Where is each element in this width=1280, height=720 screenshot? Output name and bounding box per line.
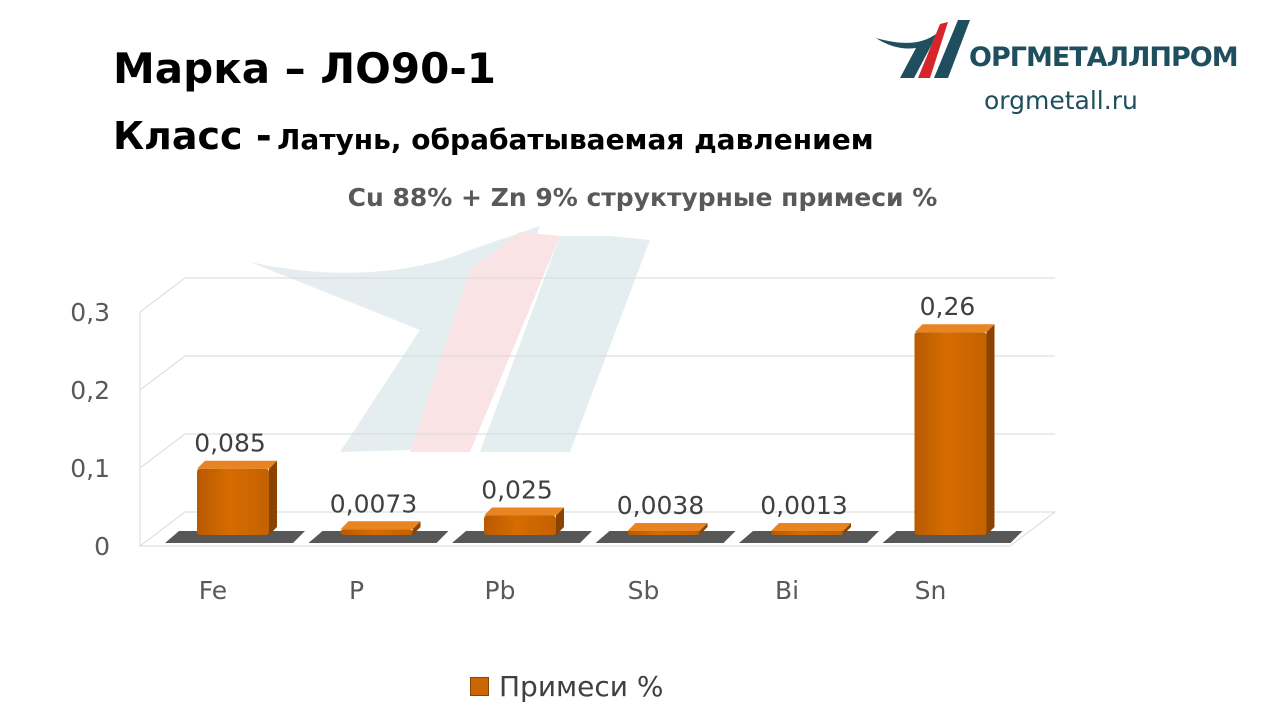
- bar-top: [484, 507, 564, 516]
- logo-url: orgmetall.ru: [984, 86, 1138, 115]
- legend-swatch: [470, 676, 489, 696]
- y-tick-label: 0: [94, 532, 110, 561]
- x-tick-label: Pb: [485, 576, 516, 605]
- bar-side: [986, 324, 995, 535]
- bar-front: [340, 529, 413, 535]
- bar-side: [412, 521, 421, 535]
- chart-title: Cu 88% + Zn 9% структурные примеси %: [347, 183, 938, 212]
- y-tick-label: 0,3: [70, 298, 110, 327]
- data-label: 0,0013: [760, 491, 847, 520]
- class-value: Латунь, обрабатываемая давлением: [277, 123, 874, 156]
- bar: [165, 460, 305, 543]
- bar-top: [340, 521, 421, 530]
- y-tick-label: 0,2: [70, 376, 110, 405]
- x-tick-label: Bi: [775, 576, 799, 605]
- logo-mark: [876, 20, 970, 78]
- bar-top: [627, 523, 708, 531]
- floor: [138, 511, 1057, 547]
- class-title: Класс - Латунь, обрабатываемая давлением: [113, 114, 874, 158]
- company-logo: ОРГМЕТАЛЛПРОМ orgmetall.ru: [874, 16, 1254, 120]
- grade-title: Марка – ЛО90-1: [113, 44, 496, 93]
- data-label: 0,0073: [330, 489, 417, 518]
- bar-front: [627, 531, 700, 535]
- bar-front: [197, 468, 269, 535]
- bar-front: [914, 332, 987, 535]
- data-label: 0,0038: [617, 491, 704, 520]
- logo-company-name: ОРГМЕТАЛЛПРОМ: [969, 42, 1239, 73]
- bar-side: [699, 523, 708, 535]
- bar: [452, 507, 592, 543]
- bar-side: [269, 460, 277, 535]
- data-label: 0,085: [194, 429, 266, 458]
- legend: Примеси %: [470, 668, 663, 704]
- x-tick-label: Sn: [915, 576, 947, 605]
- data-label: 0,025: [481, 476, 553, 505]
- gridline-diagonal: [139, 433, 186, 469]
- y-tick-label: 0,1: [70, 454, 110, 483]
- data-label: 0,26: [920, 292, 976, 321]
- bar-top: [197, 460, 277, 469]
- bar-top: [914, 324, 995, 333]
- bar: [308, 521, 449, 543]
- x-tick-label: Fe: [199, 576, 227, 605]
- watermark-logo: [250, 226, 650, 452]
- class-label: Класс -: [113, 114, 272, 158]
- bar: [739, 523, 879, 543]
- x-tick-label: P: [349, 576, 364, 605]
- bar-top: [771, 523, 851, 531]
- bar-side: [556, 507, 564, 535]
- gridline-diagonal: [139, 355, 186, 391]
- bar: [882, 324, 1023, 543]
- gridline-diagonal: [139, 277, 186, 313]
- bar-front: [484, 515, 556, 535]
- bar: [595, 523, 736, 543]
- x-tick-label: Sb: [628, 576, 660, 605]
- bar-side: [843, 523, 851, 535]
- bar-front: [771, 531, 843, 535]
- legend-label: Примеси %: [499, 669, 664, 703]
